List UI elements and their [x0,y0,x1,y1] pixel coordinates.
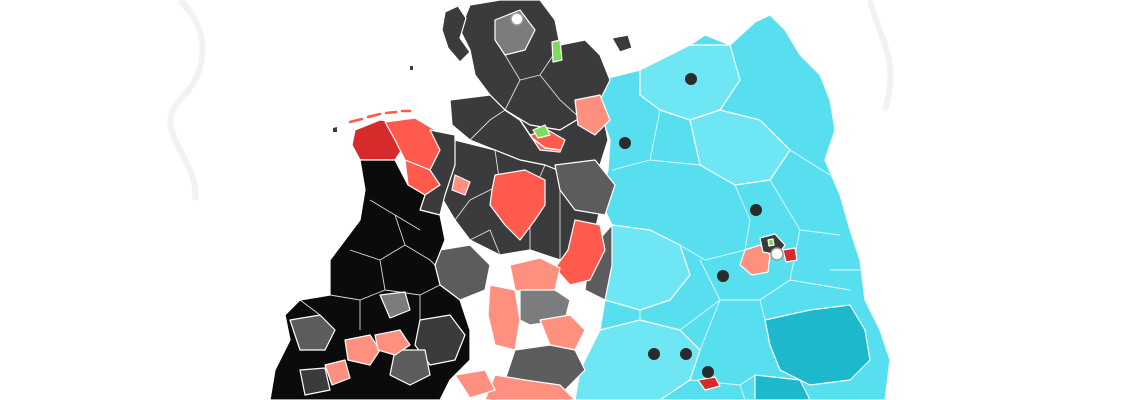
east-region-center [689,109,791,186]
west-grey-5 [299,367,331,396]
south-salmon-strip [484,374,576,400]
northwest-islet [333,127,337,132]
west-grey-2 [414,314,466,366]
central-salmon-south [539,314,586,351]
east-region-southeast [764,304,871,386]
north-west-districts [333,66,471,216]
north-marker [510,12,524,26]
south-marker-3 [702,366,714,378]
urban-districts [484,39,611,400]
northeast-marker [685,73,697,85]
west-grey-1 [289,314,336,351]
background-curve-right [867,0,894,111]
background-curve-left [167,0,206,201]
north-peninsula-west [494,9,536,56]
east-marker-2 [750,204,762,216]
west-districts [269,159,496,400]
north-green-district [551,39,563,63]
central-salmon-west [487,284,521,351]
west-salmon-3 [324,359,351,386]
west-district-lines [299,199,441,330]
northwest-islands [348,109,412,124]
north-districts [434,0,633,301]
central-red-southeast [554,219,606,286]
capital-cluster [697,233,798,391]
northwest-red-spot [451,174,471,196]
west-grey-3 [389,349,431,386]
northwest-islet-2 [410,66,413,70]
capital-green [767,238,775,247]
east-region-south [754,374,811,400]
river-line [504,109,561,151]
west-salmon-1 [344,334,381,366]
capital-salmon-ring [739,244,771,276]
hamburg-green [532,124,551,139]
east-district-lines [611,109,860,400]
capital-markers [510,12,784,378]
north-island-east [611,34,633,53]
west-salmon-4 [454,369,496,399]
west-grey-4 [379,291,411,319]
capital-dark-red [782,247,798,263]
south-marker-1 [648,348,660,360]
central-red-large [489,169,546,241]
west-salmon-2 [374,329,411,356]
north-island [441,5,471,63]
south-dark-red [697,376,721,391]
background-shapes [167,0,894,201]
capital-marker [770,247,784,261]
east-districts [574,14,891,400]
lubeck-salmon [574,94,611,136]
south-marker-2 [680,348,692,360]
east-marker-3 [717,270,729,282]
east-marker-1 [619,137,631,149]
